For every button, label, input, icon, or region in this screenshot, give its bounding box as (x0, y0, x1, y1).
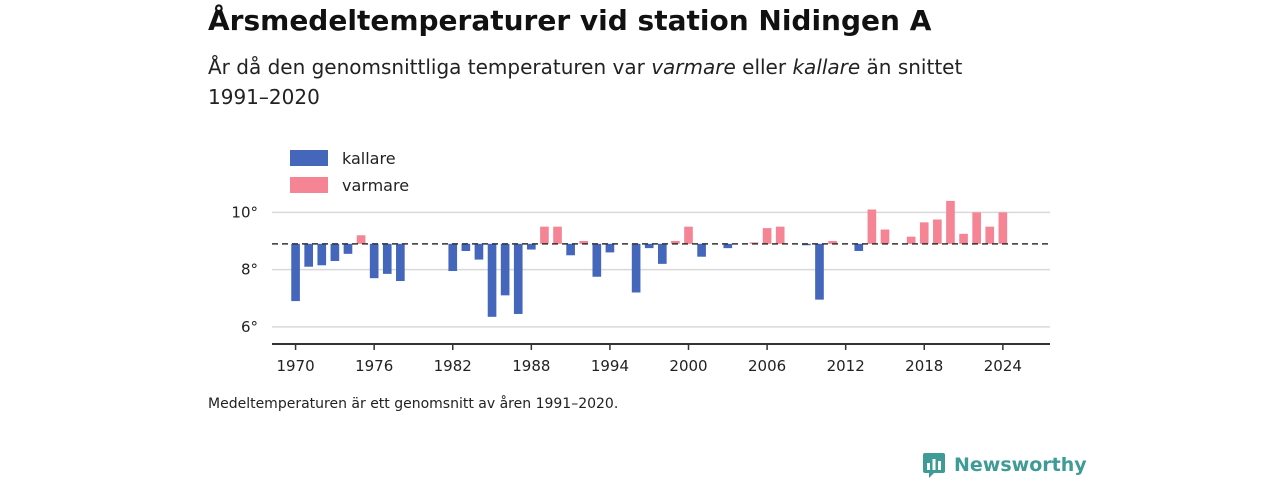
subtitle-colder: kallare (792, 55, 861, 79)
bar-colder[interactable] (317, 243, 327, 266)
bar-colder[interactable] (657, 243, 667, 264)
bar-colder[interactable] (474, 243, 484, 260)
bar-colder[interactable] (527, 243, 536, 250)
bar-colder[interactable] (330, 243, 340, 261)
x-tick-label: 1994 (591, 357, 629, 375)
bar-warmer[interactable] (946, 200, 955, 244)
chart-area: 6° 8° 10° 1970 1976 1982 1988 1994 2000 2006 2012 2… (200, 138, 1080, 392)
legend[interactable]: kallare varmare (290, 149, 409, 195)
bar-warmer[interactable] (540, 226, 549, 244)
bar-colder[interactable] (487, 243, 497, 317)
bar-warmer[interactable] (933, 219, 942, 244)
bar-warmer[interactable] (775, 226, 785, 244)
bar-colder[interactable] (723, 243, 733, 249)
x-tick-label: 1988 (512, 357, 550, 375)
bar-warmer[interactable] (959, 233, 968, 244)
bar-colder[interactable] (396, 243, 405, 282)
bar-colder[interactable] (291, 243, 300, 302)
bar-warmer[interactable] (684, 226, 693, 244)
bar-warmer[interactable] (972, 212, 981, 244)
bar-colder[interactable] (605, 243, 615, 253)
y-tick-label: 8° (241, 261, 258, 279)
bar-warmer[interactable] (985, 226, 995, 244)
x-tick-label: 1976 (355, 357, 393, 375)
x-tick-label: 2018 (905, 357, 943, 375)
x-tick-label: 1970 (276, 357, 314, 375)
subtitle-warmer: varmare (651, 55, 736, 79)
bar-colder[interactable] (369, 243, 379, 279)
bar-colder[interactable] (500, 243, 510, 296)
legend-label-warmer: varmare (342, 176, 409, 195)
axes: 6° 8° 10° 1970 1976 1982 1988 1994 2000 2006 2012 2… (231, 203, 1050, 375)
bar-warmer[interactable] (906, 236, 916, 244)
x-tick-label: 2000 (669, 357, 707, 375)
bar-colder[interactable] (644, 243, 654, 249)
subtitle-part2: eller (735, 55, 793, 79)
bar-warmer[interactable] (880, 229, 890, 244)
temperature-bar-chart: 6° 8° 10° 1970 1976 1982 1988 1994 2000 2006 2012 2… (231, 149, 1050, 375)
bar-colder[interactable] (382, 243, 392, 274)
x-tick-label: 2024 (984, 357, 1022, 375)
bar-colder[interactable] (697, 243, 706, 257)
bar-warmer[interactable] (919, 222, 929, 244)
chart-footnote: Medeltemperaturen är ett genomsnitt av å… (208, 396, 619, 412)
bar-colder[interactable] (854, 243, 864, 251)
bar-colder[interactable] (631, 243, 641, 293)
subtitle-part3: än snittet 1991–2020 (208, 55, 963, 109)
bar-colder[interactable] (815, 243, 824, 300)
bar-warmer[interactable] (867, 209, 877, 244)
bar-warmer[interactable] (828, 240, 837, 244)
brand-logo[interactable]: Newsworthy (922, 450, 1087, 480)
legend-swatch-colder (290, 150, 328, 166)
bar-warmer[interactable] (579, 240, 589, 244)
bar-warmer[interactable] (762, 228, 772, 244)
bar-warmer[interactable] (671, 240, 680, 244)
bar-colder[interactable] (343, 243, 353, 254)
brand-name: Newsworthy (954, 454, 1087, 476)
x-tick-label: 2006 (748, 357, 786, 375)
bar-colder[interactable] (566, 243, 575, 256)
bar-colder[interactable] (513, 243, 523, 314)
bar-colder[interactable] (304, 243, 313, 267)
bar-warmer[interactable] (356, 235, 366, 244)
newsworthy-logo-icon (923, 453, 945, 478)
chart-title: Årsmedeltemperaturer vid station Nidinge… (208, 4, 932, 37)
bar-colder[interactable] (448, 243, 458, 272)
x-tick-label: 2012 (827, 357, 865, 375)
bar-warmer[interactable] (553, 226, 562, 244)
legend-swatch-warmer (290, 177, 328, 193)
y-tick-label: 10° (231, 203, 258, 221)
x-tick-label: 1982 (434, 357, 472, 375)
bar-colder[interactable] (461, 243, 471, 251)
bar-colder[interactable] (592, 243, 602, 277)
bar-warmer[interactable] (998, 212, 1008, 244)
legend-label-colder: kallare (342, 149, 396, 168)
subtitle-part1: År då den genomsnittliga temperaturen va… (208, 55, 652, 79)
chart-subtitle: År då den genomsnittliga temperaturen va… (208, 52, 1028, 112)
bars (272, 200, 1050, 317)
y-tick-label: 6° (241, 318, 258, 336)
